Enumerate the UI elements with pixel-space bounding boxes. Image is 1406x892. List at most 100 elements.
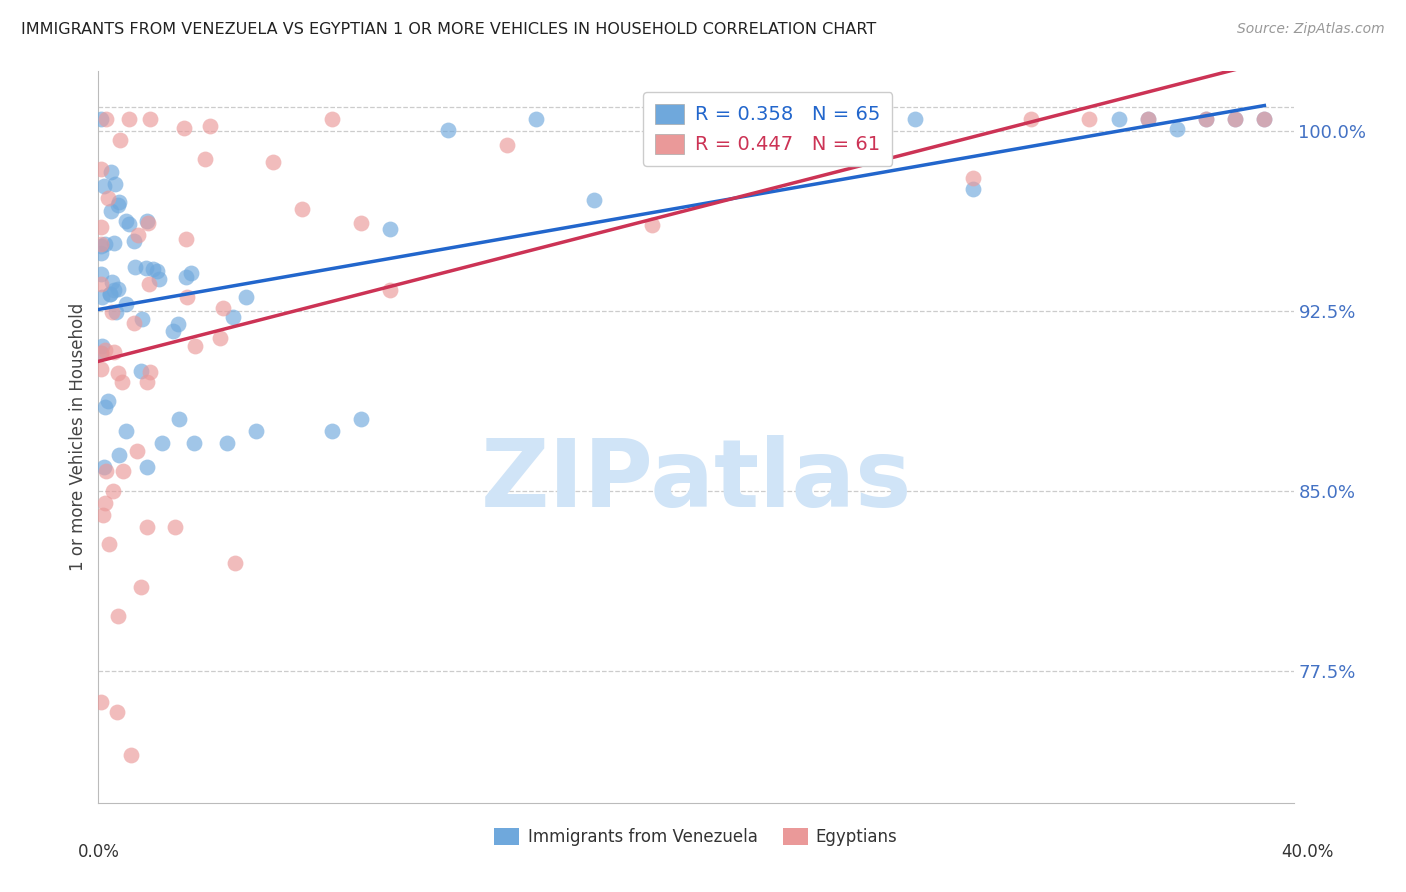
Text: 0.0%: 0.0% <box>77 843 120 861</box>
Point <box>962 171 984 186</box>
Legend: Immigrants from Venezuela, Egyptians: Immigrants from Venezuela, Egyptians <box>488 822 904 853</box>
Point <box>1253 112 1275 127</box>
Point <box>90 277 112 291</box>
Point <box>350 412 373 426</box>
Point <box>245 424 267 438</box>
Point <box>90 237 112 252</box>
Point <box>97 393 120 408</box>
Point <box>108 194 131 209</box>
Point <box>1225 112 1247 127</box>
Point <box>1166 122 1188 136</box>
Point <box>124 260 146 275</box>
Point <box>115 213 138 227</box>
Text: ZIPatlas: ZIPatlas <box>481 435 911 527</box>
Point <box>1253 112 1275 127</box>
Point <box>1136 112 1159 127</box>
Point <box>162 324 184 338</box>
Point <box>217 436 239 450</box>
Point <box>524 112 547 127</box>
Point <box>90 290 112 304</box>
Point <box>135 520 157 534</box>
Point <box>1225 112 1247 127</box>
Point <box>262 155 284 169</box>
Point <box>1078 112 1101 127</box>
Point <box>235 290 257 304</box>
Point <box>90 246 112 260</box>
Point <box>142 262 165 277</box>
Point <box>1136 112 1159 127</box>
Point <box>165 520 187 534</box>
Point <box>176 290 198 304</box>
Point <box>90 161 112 176</box>
Point <box>1019 112 1042 127</box>
Point <box>176 269 198 284</box>
Point <box>107 197 129 211</box>
Point <box>90 220 112 235</box>
Point <box>127 444 149 458</box>
Point <box>127 227 149 242</box>
Point <box>641 219 664 233</box>
Point <box>208 330 231 344</box>
Point <box>101 276 124 290</box>
Point <box>138 112 160 127</box>
Point <box>91 339 114 353</box>
Point <box>100 165 122 179</box>
Point <box>124 234 146 248</box>
Point <box>1108 112 1130 127</box>
Point <box>98 286 121 301</box>
Point <box>90 239 112 253</box>
Point <box>224 556 246 570</box>
Point <box>495 138 517 153</box>
Point <box>103 235 125 250</box>
Point <box>94 400 117 414</box>
Point <box>138 277 160 292</box>
Point <box>378 283 401 297</box>
Point <box>136 213 159 227</box>
Point <box>94 237 117 252</box>
Point <box>184 339 207 353</box>
Point <box>107 608 129 623</box>
Point <box>120 747 142 762</box>
Text: IMMIGRANTS FROM VENEZUELA VS EGYPTIAN 1 OR MORE VEHICLES IN HOUSEHOLD CORRELATIO: IMMIGRANTS FROM VENEZUELA VS EGYPTIAN 1 … <box>21 22 876 37</box>
Point <box>350 216 373 230</box>
Point <box>100 204 122 219</box>
Point <box>122 316 145 330</box>
Point <box>107 282 129 296</box>
Point <box>101 483 124 498</box>
Point <box>90 267 112 281</box>
Point <box>97 191 120 205</box>
Text: Source: ZipAtlas.com: Source: ZipAtlas.com <box>1237 22 1385 37</box>
Point <box>150 436 173 450</box>
Point <box>108 448 131 462</box>
Point <box>136 460 159 475</box>
Point <box>167 412 190 426</box>
Point <box>94 343 117 357</box>
Point <box>93 460 115 475</box>
Point <box>200 119 222 133</box>
Point <box>90 362 112 376</box>
Point <box>94 496 117 510</box>
Point <box>321 424 343 438</box>
Point <box>114 424 136 438</box>
Point <box>437 123 460 137</box>
Point <box>103 344 125 359</box>
Point <box>146 263 169 277</box>
Point <box>131 312 153 326</box>
Point <box>136 216 159 230</box>
Point <box>845 112 868 127</box>
Point <box>104 177 127 191</box>
Point <box>135 261 157 276</box>
Point <box>903 112 925 127</box>
Point <box>111 376 134 390</box>
Point <box>728 112 751 127</box>
Point <box>211 301 233 315</box>
Point <box>90 695 112 709</box>
Point <box>115 297 138 311</box>
Point <box>138 365 160 379</box>
Point <box>103 283 125 297</box>
Point <box>321 112 343 127</box>
Point <box>90 112 112 127</box>
Point <box>96 112 118 127</box>
Text: 40.0%: 40.0% <box>1281 843 1334 861</box>
Point <box>136 376 159 390</box>
